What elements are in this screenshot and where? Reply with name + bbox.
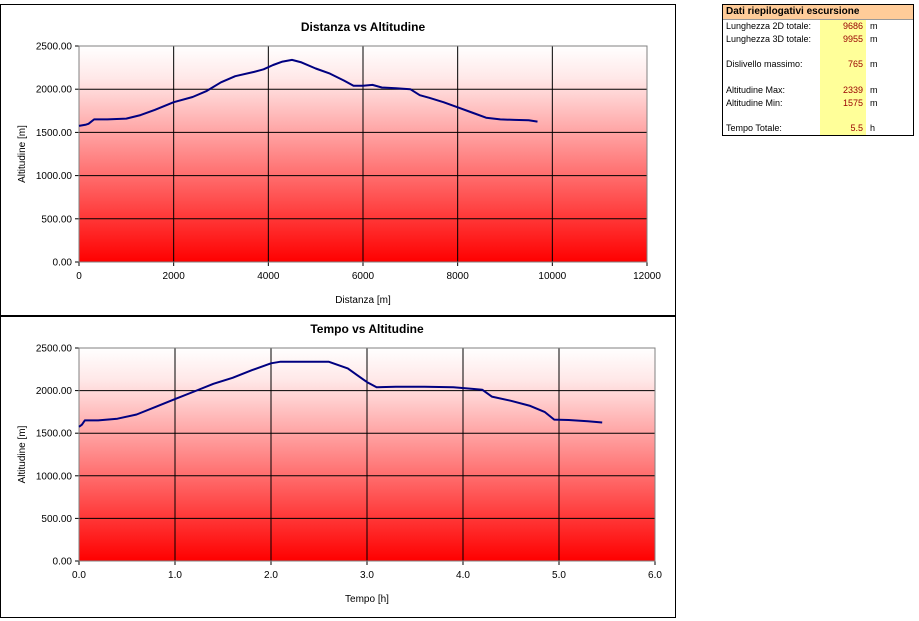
x-tick-label: 12000 (633, 271, 661, 282)
y-tick-label: 0.00 (53, 258, 73, 269)
summary-value (820, 109, 866, 123)
summary-value (820, 45, 866, 59)
summary-label: Altitudine Max: (726, 84, 786, 95)
y-tick-label: 1500.00 (36, 128, 73, 139)
summary-unit: m (870, 59, 878, 70)
plot-border (78, 45, 648, 263)
chart-title: Distanza vs Altitudine (301, 20, 426, 34)
y-tick-label: 0.00 (53, 557, 73, 568)
x-tick-label: 5.0 (552, 570, 566, 581)
chart-title: Tempo vs Altitudine (310, 322, 424, 336)
summary-row: Altitudine Min: 1575 m (723, 96, 913, 110)
summary-unit (866, 46, 870, 59)
x-tick-label: 0.0 (72, 570, 86, 581)
y-tick-label: 2500.00 (36, 344, 73, 355)
summary-table: Dati riepilogativi escursione Lunghezza … (722, 4, 914, 137)
x-tick-label: 3.0 (360, 570, 374, 581)
summary-unit: m (870, 33, 878, 44)
summary-unit: h (870, 123, 876, 134)
summary-value: 1575 (820, 96, 866, 110)
x-tick-label: 6000 (352, 271, 375, 282)
x-tick-label: 2000 (163, 271, 186, 282)
summary-value: 2339 (820, 83, 866, 97)
summary-row: Lunghezza 2D totale: 9686 m (723, 20, 913, 33)
x-tick-label: 1.0 (168, 570, 182, 581)
summary-label: Tempo Totale: (726, 123, 782, 134)
x-tick-label: 8000 (447, 271, 470, 282)
summary-unit: m (870, 97, 878, 108)
x-tick-label: 6.0 (648, 570, 662, 581)
y-tick-label: 2500.00 (36, 42, 73, 53)
x-tick-label: 4.0 (456, 570, 470, 581)
y-tick-label: 1000.00 (36, 171, 73, 182)
time-altitude-chart: 0.0 1.0 2.0 3.0 4.0 5.0 6.0 0.00 500.00 1000.00 15… (0, 316, 676, 618)
summary-label: Dislivello massimo: (726, 59, 803, 70)
altitude-series-line (78, 58, 538, 127)
x-tick-label: 0 (76, 271, 82, 282)
summary-label (723, 71, 820, 84)
y-tick-label: 500.00 (41, 214, 72, 225)
distance-altitude-chart: 0 2000 4000 6000 8000 10000 12000 0.00 500.00 100… (0, 4, 676, 316)
summary-value: 9955 (820, 32, 866, 46)
summary-value (820, 71, 866, 84)
summary-unit: m (870, 21, 878, 31)
summary-value: 5.5 (820, 122, 866, 136)
summary-row: Altitudine Max: 2339 m (723, 83, 913, 97)
time-altitude-chart-svg: 0.0 1.0 2.0 3.0 4.0 5.0 6.0 0.00 500.00 1000.00 15… (17, 322, 662, 605)
summary-label: Altitudine Min: (726, 97, 783, 108)
summary-unit (866, 71, 870, 84)
y-tick-label: 500.00 (41, 514, 72, 525)
y-axis-label: Altitudine [m] (17, 125, 28, 183)
summary-label (723, 46, 820, 59)
x-tick-label: 10000 (538, 271, 566, 282)
y-tick-label: 1500.00 (36, 429, 73, 440)
x-axis-label: Tempo [h] (345, 594, 389, 605)
x-tick-label: 2.0 (264, 570, 278, 581)
y-tick-label: 2000.00 (36, 85, 73, 96)
summary-label: Lunghezza 3D totale: (726, 33, 812, 44)
plot-border (78, 347, 656, 562)
distance-altitude-chart-svg: 0 2000 4000 6000 8000 10000 12000 0.00 500.00 100… (17, 20, 661, 306)
summary-value: 9686 (820, 20, 866, 33)
summary-rows: Lunghezza 2D totale: 9686 m Lunghezza 3D to… (723, 20, 913, 136)
summary-unit (866, 110, 870, 123)
summary-blank-row (723, 71, 913, 84)
summary-value: 765 (820, 58, 866, 72)
summary-title: Dati riepilogativi escursione (723, 5, 913, 20)
y-tick-label: 1000.00 (36, 471, 73, 482)
x-axis-label: Distanza [m] (335, 295, 391, 306)
summary-blank-row (723, 109, 913, 123)
summary-label: Lunghezza 2D totale: (726, 21, 812, 31)
altitude-series-line (78, 360, 603, 428)
summary-row: Tempo Totale: 5.5 h (723, 122, 913, 136)
summary-row: Dislivello massimo: 765 m (723, 58, 913, 72)
summary-unit: m (870, 84, 878, 95)
summary-blank-row (723, 45, 913, 59)
x-tick-label: 4000 (257, 271, 280, 282)
y-axis-label: Altitudine [m] (17, 425, 28, 483)
summary-row: Lunghezza 3D totale: 9955 m (723, 32, 913, 46)
y-tick-label: 2000.00 (36, 386, 73, 397)
summary-label (723, 110, 820, 123)
